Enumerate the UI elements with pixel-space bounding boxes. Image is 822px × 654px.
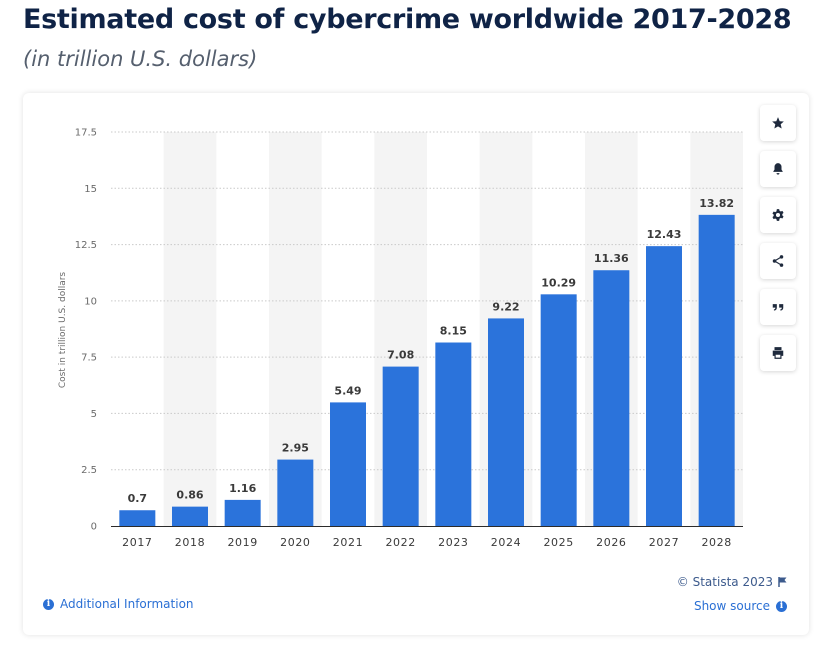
x-tick-label: 2022 (385, 536, 415, 549)
flag-icon (778, 577, 787, 587)
y-axis-label: Cost in trillion U.S. dollars (58, 272, 68, 389)
notification-button[interactable] (760, 151, 796, 187)
quote-icon (772, 304, 784, 311)
bell-icon (773, 163, 783, 175)
data-label: 7.08 (387, 349, 414, 362)
x-tick-label: 2026 (596, 536, 626, 549)
y-tick-label: 10 (84, 296, 97, 307)
bar (646, 246, 682, 526)
star-icon (772, 117, 784, 129)
additional-information-label: Additional Information (60, 597, 194, 611)
y-tick-label: 15 (84, 184, 97, 195)
x-tick-label: 2018 (175, 536, 205, 549)
data-label: 0.86 (176, 489, 203, 502)
x-tick-label: 2021 (333, 536, 363, 549)
y-tick-label: 17.5 (75, 128, 97, 139)
bar (593, 270, 630, 526)
bar-chart: 0 2.5 5 7.5 10 12.5 15 17.5 0.7 2017 0.86 2018 1.16 2… (58, 128, 743, 549)
data-label: 1.16 (229, 482, 256, 495)
y-tick-label: 5 (91, 409, 97, 420)
page-title: Estimated cost of cybercrime worldwide 2… (23, 4, 792, 35)
show-source-label: Show source (693, 599, 770, 613)
bar (540, 294, 577, 526)
chart-toolbar (760, 105, 798, 381)
statista-credit[interactable]: © Statista 2023 (677, 575, 787, 589)
bar (382, 366, 419, 526)
bar (172, 506, 208, 526)
x-tick-label: 2027 (649, 536, 679, 549)
x-tick-label: 2017 (122, 536, 152, 549)
info-icon: i (43, 598, 54, 610)
gear-icon (772, 209, 784, 221)
y-tick-label: 0 (91, 522, 97, 533)
bar (224, 499, 261, 526)
x-tick-label: 2023 (438, 536, 468, 549)
x-tick-label: 2020 (280, 536, 310, 549)
y-tick-label: 12.5 (75, 240, 97, 251)
cite-button[interactable] (760, 289, 796, 325)
x-tick-label: 2025 (543, 536, 573, 549)
y-tick-label: 7.5 (81, 353, 97, 364)
info-icon: i (776, 600, 787, 612)
data-label: 8.15 (440, 325, 467, 338)
x-tick-label: 2019 (227, 536, 257, 549)
share-icon (772, 255, 784, 267)
x-tick-label: 2028 (701, 536, 731, 549)
show-source-link[interactable]: Show source i (694, 599, 787, 613)
share-button[interactable] (760, 243, 796, 279)
x-tick-label: 2024 (491, 536, 521, 549)
bar (277, 459, 314, 526)
favorite-button[interactable] (760, 105, 796, 141)
y-tick-label: 2.5 (81, 465, 97, 476)
bar (119, 510, 156, 526)
chart-card: 0 2.5 5 7.5 10 12.5 15 17.5 0.7 2017 0.86 2018 1.16 2… (23, 93, 809, 635)
bar (488, 318, 524, 526)
credit-text: © Statista 2023 (676, 575, 773, 589)
bar (330, 402, 366, 526)
print-icon (772, 347, 784, 359)
data-label: 9.22 (492, 300, 519, 313)
data-label: 13.82 (699, 197, 734, 210)
page-subtitle: (in trillion U.S. dollars) (23, 47, 258, 71)
data-label: 0.7 (128, 492, 148, 505)
print-button[interactable] (760, 335, 796, 371)
category-band (163, 132, 217, 526)
data-label: 2.95 (282, 442, 309, 455)
data-label: 5.49 (334, 384, 361, 397)
data-label: 11.36 (594, 252, 629, 265)
data-label: 10.29 (541, 276, 576, 289)
additional-information-link[interactable]: i Additional Information (43, 597, 194, 611)
settings-button[interactable] (760, 197, 796, 233)
data-label: 12.43 (647, 228, 682, 241)
bar (698, 214, 735, 526)
bar (435, 342, 472, 526)
